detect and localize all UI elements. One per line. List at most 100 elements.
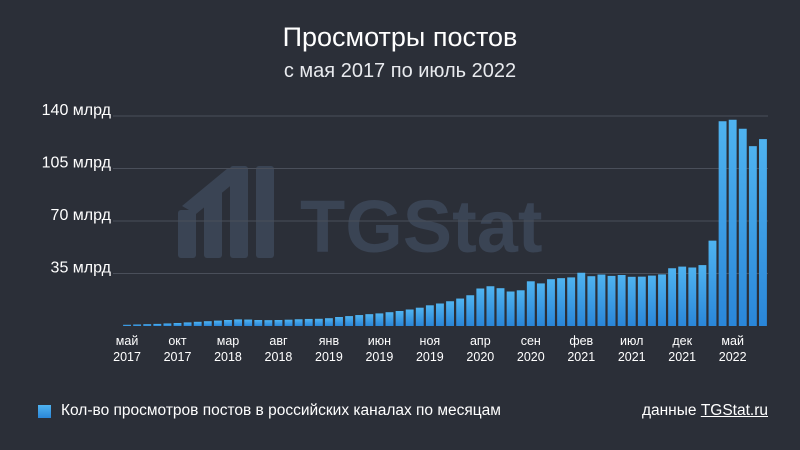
x-tick-month: май: [721, 334, 744, 348]
y-tick-label: 70 млрд: [51, 207, 112, 224]
chart-title: Просмотры постов: [282, 22, 518, 52]
y-tick-label: 140 млрд: [42, 102, 112, 119]
bar: [466, 295, 475, 326]
bar: [456, 298, 465, 326]
bar: [547, 279, 555, 326]
x-tick-year: 2022: [719, 350, 747, 364]
bar: [133, 324, 142, 326]
source-link[interactable]: TGStat.ru: [700, 402, 768, 419]
x-tick-month: сен: [521, 334, 541, 348]
x-tick-month: апр: [470, 334, 491, 348]
bar: [264, 320, 273, 326]
bar: [304, 318, 313, 326]
bar: [506, 291, 515, 326]
bar: [173, 323, 182, 326]
bar: [345, 316, 354, 326]
x-tick-month: фев: [569, 334, 593, 348]
watermark: TGStat: [178, 166, 543, 268]
bar: [748, 146, 757, 326]
bar: [415, 307, 424, 326]
bar: [143, 324, 152, 326]
bar: [637, 276, 646, 326]
bar: [284, 319, 293, 326]
y-axis: 35 млрд 70 млрд 105 млрд 140 млрд: [42, 102, 112, 277]
bar: [567, 277, 576, 326]
bar: [557, 278, 566, 326]
bar: [395, 311, 404, 326]
x-tick-year: 2020: [517, 350, 545, 364]
bar: [385, 312, 394, 326]
y-tick-label: 105 млрд: [42, 155, 112, 172]
bar: [627, 276, 636, 326]
bar: [607, 275, 616, 326]
bar: [446, 301, 454, 326]
bar: [314, 318, 323, 326]
bar: [617, 275, 626, 326]
x-tick-year: 2017: [113, 350, 141, 364]
bar: [254, 320, 263, 326]
bar: [294, 319, 303, 326]
x-tick-year: 2020: [466, 350, 494, 364]
bar: [738, 128, 747, 326]
bar: [577, 272, 586, 326]
bar: [486, 286, 495, 326]
x-tick-year: 2018: [214, 350, 242, 364]
grid-lines: [113, 115, 768, 274]
bar: [708, 240, 717, 326]
x-tick-month: май: [116, 334, 139, 348]
x-tick-year: 2018: [265, 350, 293, 364]
x-tick-year: 2019: [416, 350, 444, 364]
bar: [335, 317, 343, 326]
y-tick-label: 35 млрд: [51, 260, 112, 277]
bar: [405, 309, 414, 326]
bars: [123, 119, 767, 326]
bar: [647, 275, 656, 326]
x-tick-year: 2017: [164, 350, 192, 364]
bar: [375, 313, 384, 326]
bar: [526, 281, 535, 326]
bar: [153, 323, 162, 326]
bar: [436, 303, 444, 326]
bar: [234, 319, 243, 326]
x-tick-month: ноя: [420, 334, 441, 348]
bar: [123, 324, 131, 326]
x-axis: май 2017 окт 2017 мар 2018 авг 2018 янв 2019 июн 20…: [113, 334, 746, 364]
legend-swatch: [38, 404, 51, 418]
bar: [698, 265, 707, 326]
bar: [587, 276, 596, 326]
x-tick-month: мар: [217, 334, 240, 348]
bar: [718, 121, 727, 326]
chart-subtitle: с мая 2017 по июль 2022: [283, 60, 517, 82]
bar: [476, 288, 485, 326]
bar: [213, 320, 222, 326]
bar: [193, 321, 202, 326]
x-tick-month: авг: [269, 334, 288, 348]
bar: [728, 119, 737, 326]
bar: [668, 268, 677, 326]
watermark-logo-icon: [178, 166, 274, 258]
x-tick-year: 2021: [668, 350, 696, 364]
bar: [183, 322, 192, 326]
bar: [425, 305, 434, 326]
x-tick-month: июн: [368, 334, 391, 348]
legend: Кол-во просмотров постов в российских ка…: [38, 402, 501, 420]
x-tick-year: 2019: [365, 350, 393, 364]
x-tick-year: 2021: [618, 350, 646, 364]
bar: [355, 315, 364, 326]
bar: [496, 288, 505, 326]
bar: [324, 318, 333, 326]
source-credit: данные TGStat.ru: [642, 402, 768, 420]
x-tick-month: янв: [319, 334, 340, 348]
bar: [658, 274, 666, 326]
watermark-text: TGStat: [300, 185, 543, 268]
bar: [759, 139, 767, 326]
bar: [516, 290, 525, 326]
bar: [597, 274, 606, 326]
bar: [365, 314, 374, 326]
bar: [678, 266, 687, 326]
bar: [536, 283, 545, 326]
bar: [163, 323, 172, 326]
source-prefix: данные: [641, 402, 701, 419]
bar: [274, 320, 283, 326]
